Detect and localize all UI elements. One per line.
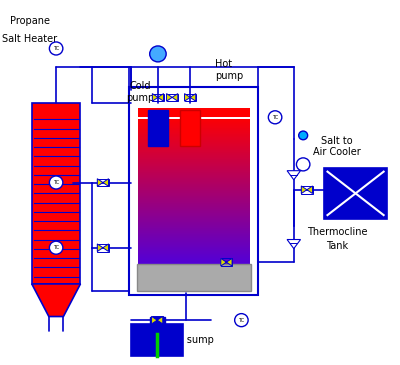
Polygon shape: [301, 186, 312, 193]
Bar: [301, 186, 312, 193]
Circle shape: [150, 46, 166, 62]
Polygon shape: [287, 239, 300, 249]
Polygon shape: [97, 179, 108, 186]
Polygon shape: [152, 316, 163, 324]
Polygon shape: [184, 93, 196, 101]
Bar: [166, 93, 178, 101]
Bar: [152, 316, 163, 324]
Bar: [148, 110, 168, 146]
Text: Thermocline: Thermocline: [307, 227, 367, 237]
Circle shape: [268, 111, 282, 124]
Polygon shape: [166, 93, 178, 101]
Bar: [138, 105, 250, 119]
Bar: [136, 264, 251, 291]
Polygon shape: [152, 93, 164, 101]
Polygon shape: [221, 258, 232, 266]
Polygon shape: [97, 244, 108, 251]
Bar: [184, 93, 196, 101]
Circle shape: [299, 131, 308, 140]
Text: TC: TC: [53, 245, 59, 250]
Bar: [131, 324, 183, 356]
Bar: [150, 316, 165, 327]
Text: Drain sump: Drain sump: [157, 335, 214, 345]
Text: Propane: Propane: [10, 16, 50, 26]
Bar: [152, 93, 164, 101]
Bar: [32, 103, 80, 284]
Circle shape: [49, 42, 63, 55]
Bar: [97, 244, 108, 251]
Text: TC: TC: [53, 180, 59, 185]
Circle shape: [49, 241, 63, 254]
Text: TC: TC: [238, 318, 244, 323]
Circle shape: [235, 314, 248, 327]
Text: Salt Heater: Salt Heater: [2, 34, 58, 44]
Bar: [221, 258, 232, 266]
Text: TC: TC: [53, 46, 59, 51]
Circle shape: [49, 176, 63, 189]
Bar: [180, 110, 200, 146]
Text: Cold
pump: Cold pump: [126, 81, 154, 103]
Bar: [129, 87, 258, 295]
Circle shape: [296, 158, 310, 171]
Bar: [324, 168, 387, 219]
Bar: [97, 179, 108, 186]
Text: Salt to: Salt to: [321, 136, 353, 146]
Polygon shape: [32, 284, 80, 316]
Text: Air Cooler: Air Cooler: [313, 147, 361, 157]
Text: Tank: Tank: [326, 241, 348, 251]
Polygon shape: [287, 171, 300, 180]
Text: TC: TC: [272, 115, 278, 120]
Bar: [138, 108, 250, 117]
Text: Hot
pump: Hot pump: [215, 59, 244, 81]
